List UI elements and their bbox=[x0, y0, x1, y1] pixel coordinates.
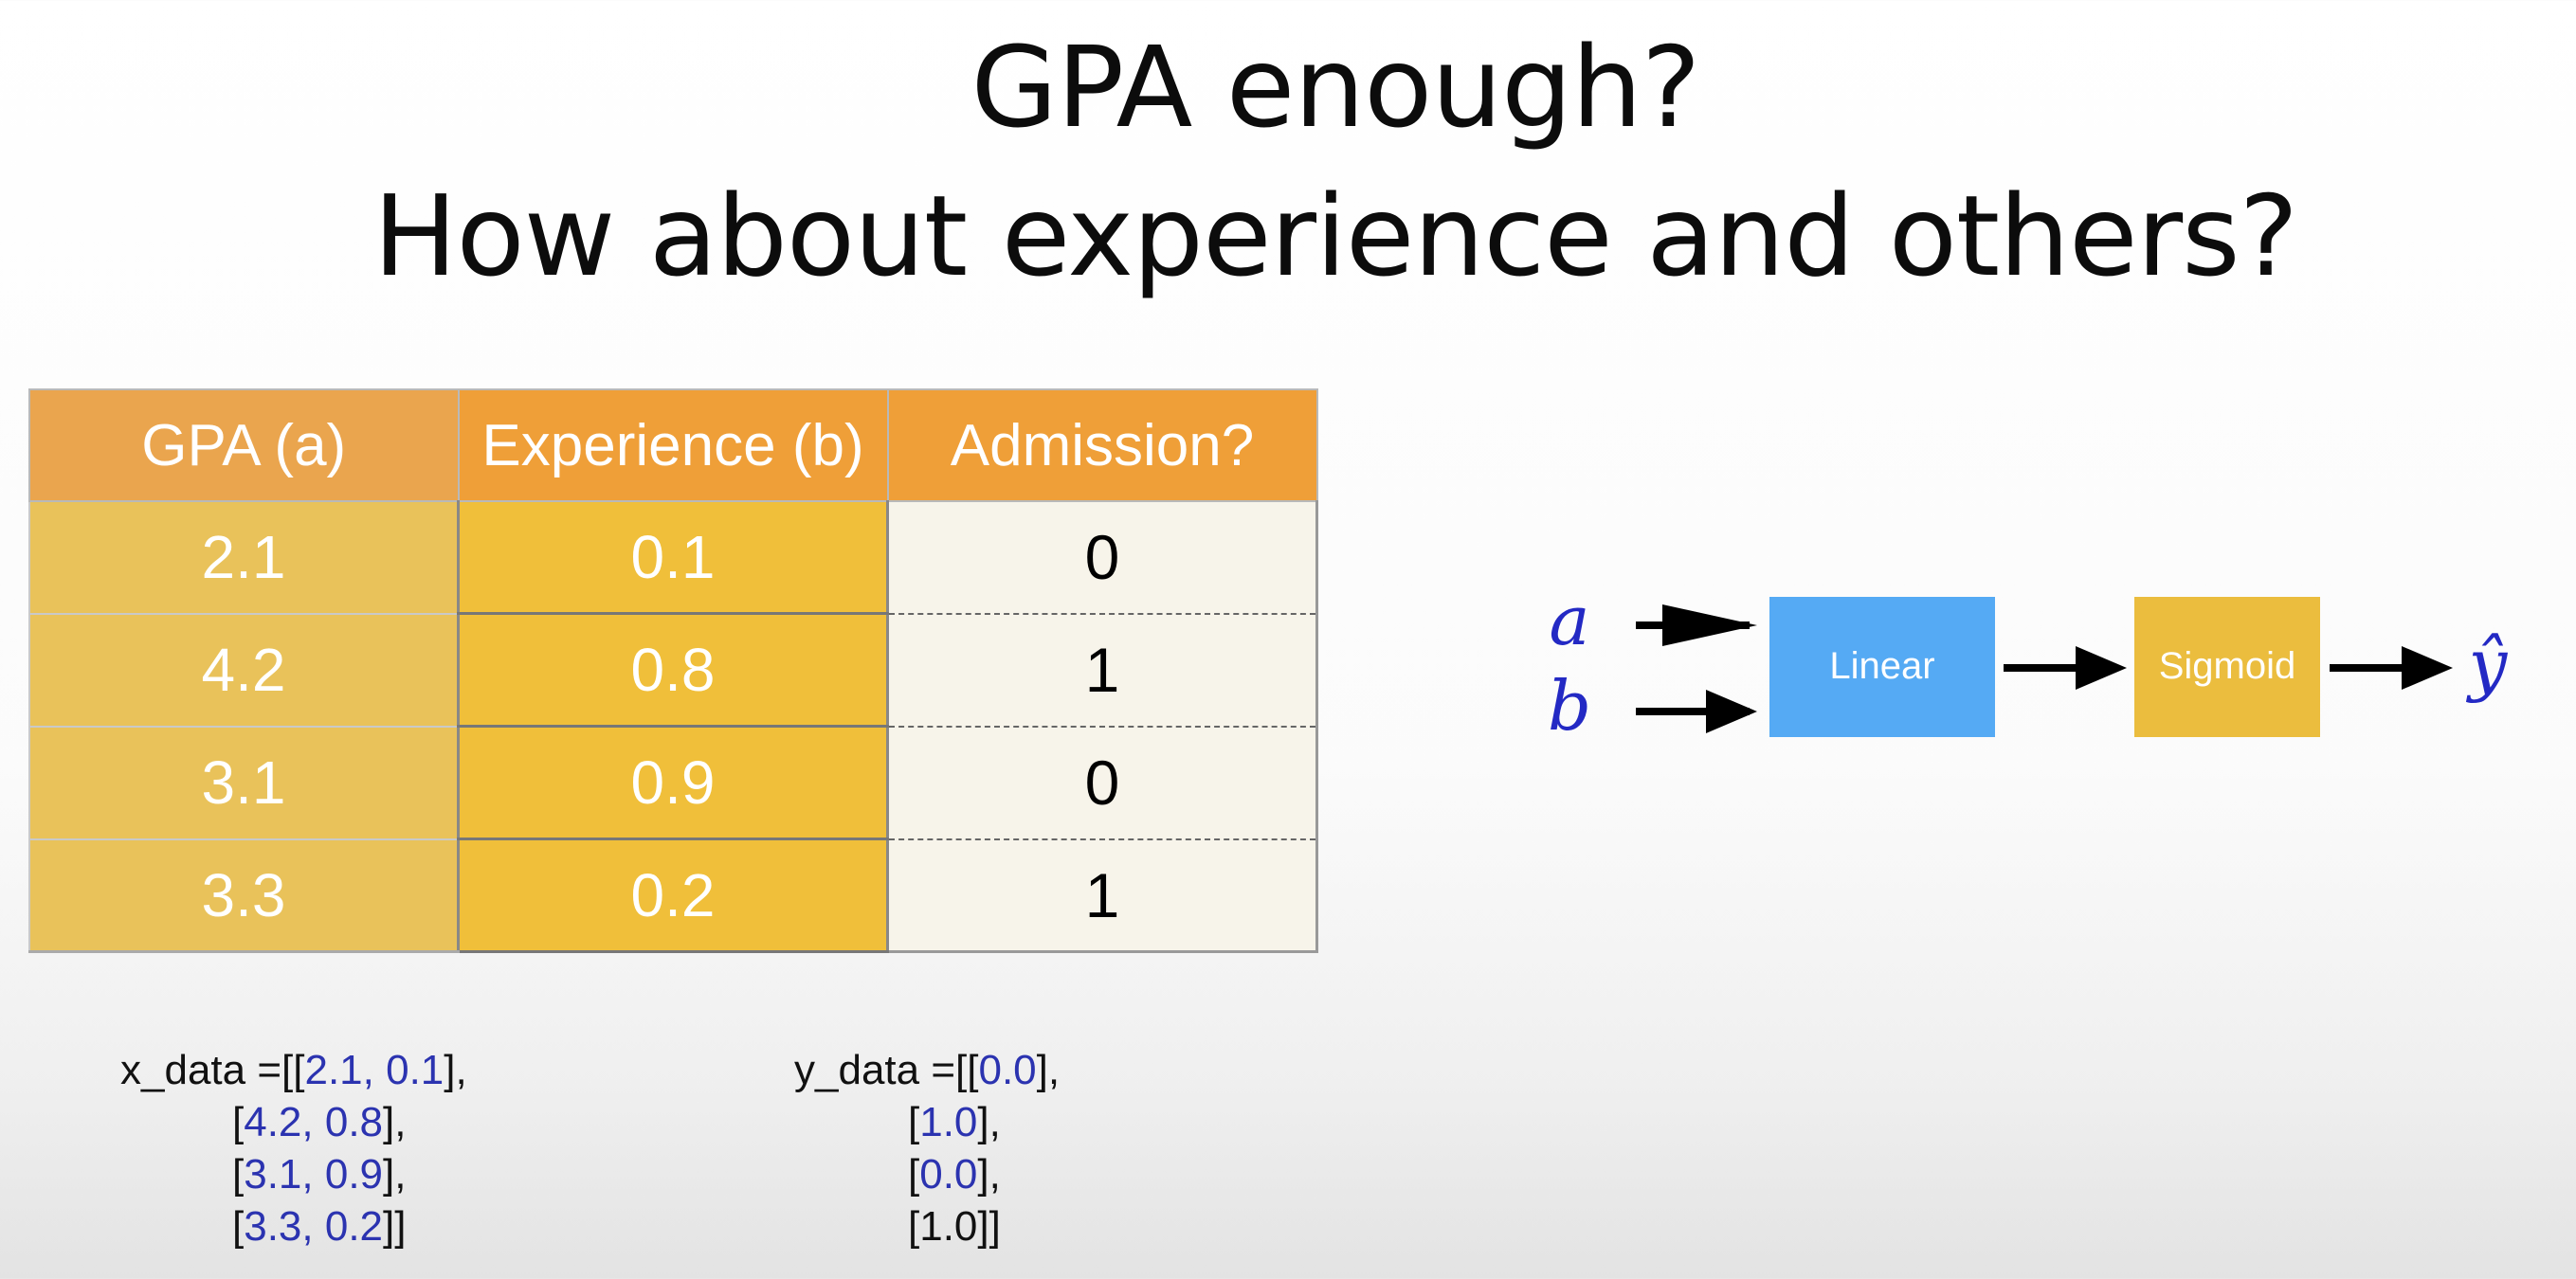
arrow-sigmoid-to-output bbox=[2330, 646, 2453, 690]
cell-admission: 1 bbox=[887, 613, 1318, 728]
linear-block-label: Linear bbox=[1829, 645, 1934, 687]
input-a-label: a bbox=[1550, 581, 1590, 660]
cell-admission: 0 bbox=[887, 501, 1318, 615]
logistic-model-diagram: a b Linear Sigmoid ŷ bbox=[1548, 581, 2509, 746]
cell-gpa: 3.1 bbox=[28, 725, 460, 840]
header-experience: Experience (b) bbox=[457, 388, 889, 502]
y-data-row-2: 0.0 bbox=[919, 1151, 978, 1198]
cell-gpa: 2.1 bbox=[28, 500, 460, 615]
y-data-row-3: 1.0 bbox=[919, 1203, 978, 1250]
y-data-code-row: [1.0]] bbox=[908, 1203, 1001, 1250]
slide-title-line-2: How about experience and others? bbox=[372, 171, 2298, 301]
cell-admission: 0 bbox=[887, 726, 1318, 840]
table-row: 3.3 0.2 1 bbox=[28, 838, 1318, 953]
cell-experience: 0.9 bbox=[457, 726, 889, 840]
table-header-row: GPA (a) Experience (b) Admission? bbox=[28, 388, 1318, 502]
x-data-row-2: 3.1, 0.9 bbox=[244, 1151, 384, 1198]
cell-experience: 0.2 bbox=[457, 838, 889, 953]
x-data-code-row: [4.2, 0.8], bbox=[232, 1099, 407, 1145]
x-data-code: x_data =[[2.1, 0.1], bbox=[120, 1047, 467, 1093]
arrow-b-to-linear bbox=[1636, 690, 1757, 733]
output-y-hat-label: ŷ bbox=[2466, 624, 2509, 704]
cell-gpa: 3.3 bbox=[28, 838, 460, 953]
table-row: 3.1 0.9 0 bbox=[28, 725, 1318, 840]
admission-data-table: GPA (a) Experience (b) Admission? 2.1 0.… bbox=[28, 388, 1318, 953]
cell-admission: 1 bbox=[887, 838, 1318, 953]
arrow-a-to-linear bbox=[1636, 604, 1757, 646]
sigmoid-block bbox=[2134, 597, 2320, 737]
table-row: 4.2 0.8 1 bbox=[28, 612, 1318, 728]
x-data-code-row: [3.1, 0.9], bbox=[232, 1151, 407, 1198]
x-data-row-3: 3.3, 0.2 bbox=[244, 1203, 384, 1250]
y-data-code-row: [1.0], bbox=[908, 1099, 1001, 1145]
x-data-row-1: 4.2, 0.8 bbox=[244, 1099, 384, 1145]
y-data-row-1: 1.0 bbox=[919, 1099, 978, 1145]
x-data-row-0: 2.1, 0.1 bbox=[304, 1047, 444, 1093]
cell-experience: 0.1 bbox=[457, 501, 889, 615]
y-data-row-0: 0.0 bbox=[978, 1047, 1037, 1093]
y-data-prefix: y_data = bbox=[794, 1047, 956, 1093]
header-admission: Admission? bbox=[886, 388, 1318, 502]
arrow-linear-to-sigmoid bbox=[2004, 646, 2127, 690]
slide-title-line-1: GPA enough? bbox=[971, 22, 1701, 153]
linear-block bbox=[1769, 597, 1995, 737]
cell-experience: 0.8 bbox=[457, 613, 889, 728]
header-gpa: GPA (a) bbox=[28, 388, 460, 502]
sigmoid-block-label: Sigmoid bbox=[2159, 645, 2296, 687]
table-row: 2.1 0.1 0 bbox=[28, 500, 1318, 615]
input-b-label: b bbox=[1548, 666, 1591, 746]
y-data-code: y_data =[[0.0], bbox=[794, 1047, 1061, 1093]
y-data-code-row: [0.0], bbox=[908, 1151, 1001, 1198]
cell-gpa: 4.2 bbox=[28, 612, 460, 728]
x-data-code-row: [3.3, 0.2]] bbox=[232, 1203, 407, 1250]
x-data-prefix: x_data = bbox=[120, 1047, 282, 1093]
